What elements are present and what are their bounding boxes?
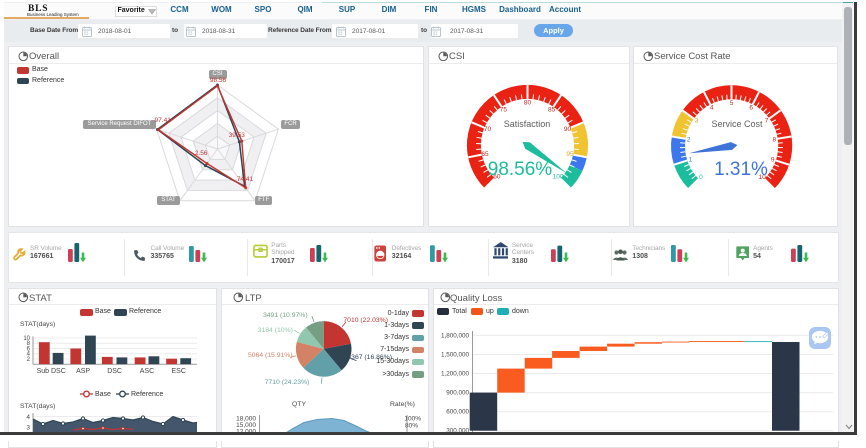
svg-text:6: 6 — [749, 105, 753, 112]
svg-text:1,200,000: 1,200,000 — [441, 371, 470, 378]
svg-text:900,000: 900,000 — [446, 390, 469, 397]
svg-text:600,000: 600,000 — [446, 409, 469, 416]
svg-text:65: 65 — [481, 151, 489, 158]
svg-text:1,800,000: 1,800,000 — [441, 332, 470, 339]
svg-text:85: 85 — [548, 107, 556, 114]
svg-text:4: 4 — [710, 105, 714, 112]
svg-text:8: 8 — [772, 136, 776, 143]
svg-text:3: 3 — [26, 425, 30, 432]
svg-text:75: 75 — [500, 107, 508, 114]
svg-text:1: 1 — [688, 157, 692, 164]
svg-text:80: 80 — [524, 99, 532, 106]
svg-text:2: 2 — [687, 136, 691, 143]
svg-text:95: 95 — [566, 151, 574, 158]
svg-text:4: 4 — [26, 414, 30, 421]
svg-text:5: 5 — [730, 100, 734, 107]
svg-text:1,500,000: 1,500,000 — [441, 352, 470, 359]
